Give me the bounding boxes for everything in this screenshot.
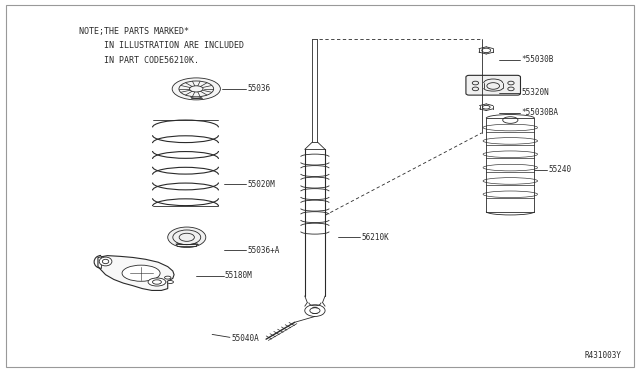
Text: 55180M: 55180M <box>225 271 253 280</box>
Text: 56210K: 56210K <box>361 233 389 242</box>
Text: 55020M: 55020M <box>247 180 275 189</box>
Ellipse shape <box>99 257 112 266</box>
Text: 55040A: 55040A <box>231 334 259 343</box>
Text: IN PART CODE56210K.: IN PART CODE56210K. <box>79 56 199 65</box>
Text: 55320N: 55320N <box>522 88 550 97</box>
Text: NOTE;THE PARTS MARKED*: NOTE;THE PARTS MARKED* <box>79 26 189 36</box>
FancyBboxPatch shape <box>466 76 520 95</box>
Ellipse shape <box>122 265 160 281</box>
Ellipse shape <box>167 280 173 283</box>
Ellipse shape <box>164 276 171 279</box>
Text: IN ILLUSTRATION ARE INCLUDED: IN ILLUSTRATION ARE INCLUDED <box>79 41 244 50</box>
Ellipse shape <box>148 278 166 286</box>
Ellipse shape <box>172 78 220 100</box>
Polygon shape <box>98 256 174 291</box>
Text: R431003Y: R431003Y <box>584 351 621 360</box>
Ellipse shape <box>168 227 206 247</box>
Text: *55030BA: *55030BA <box>522 108 559 117</box>
Text: 55036: 55036 <box>247 84 270 93</box>
Text: *55030B: *55030B <box>522 55 554 64</box>
Text: 55036+A: 55036+A <box>247 246 280 254</box>
Text: 55240: 55240 <box>548 165 572 174</box>
